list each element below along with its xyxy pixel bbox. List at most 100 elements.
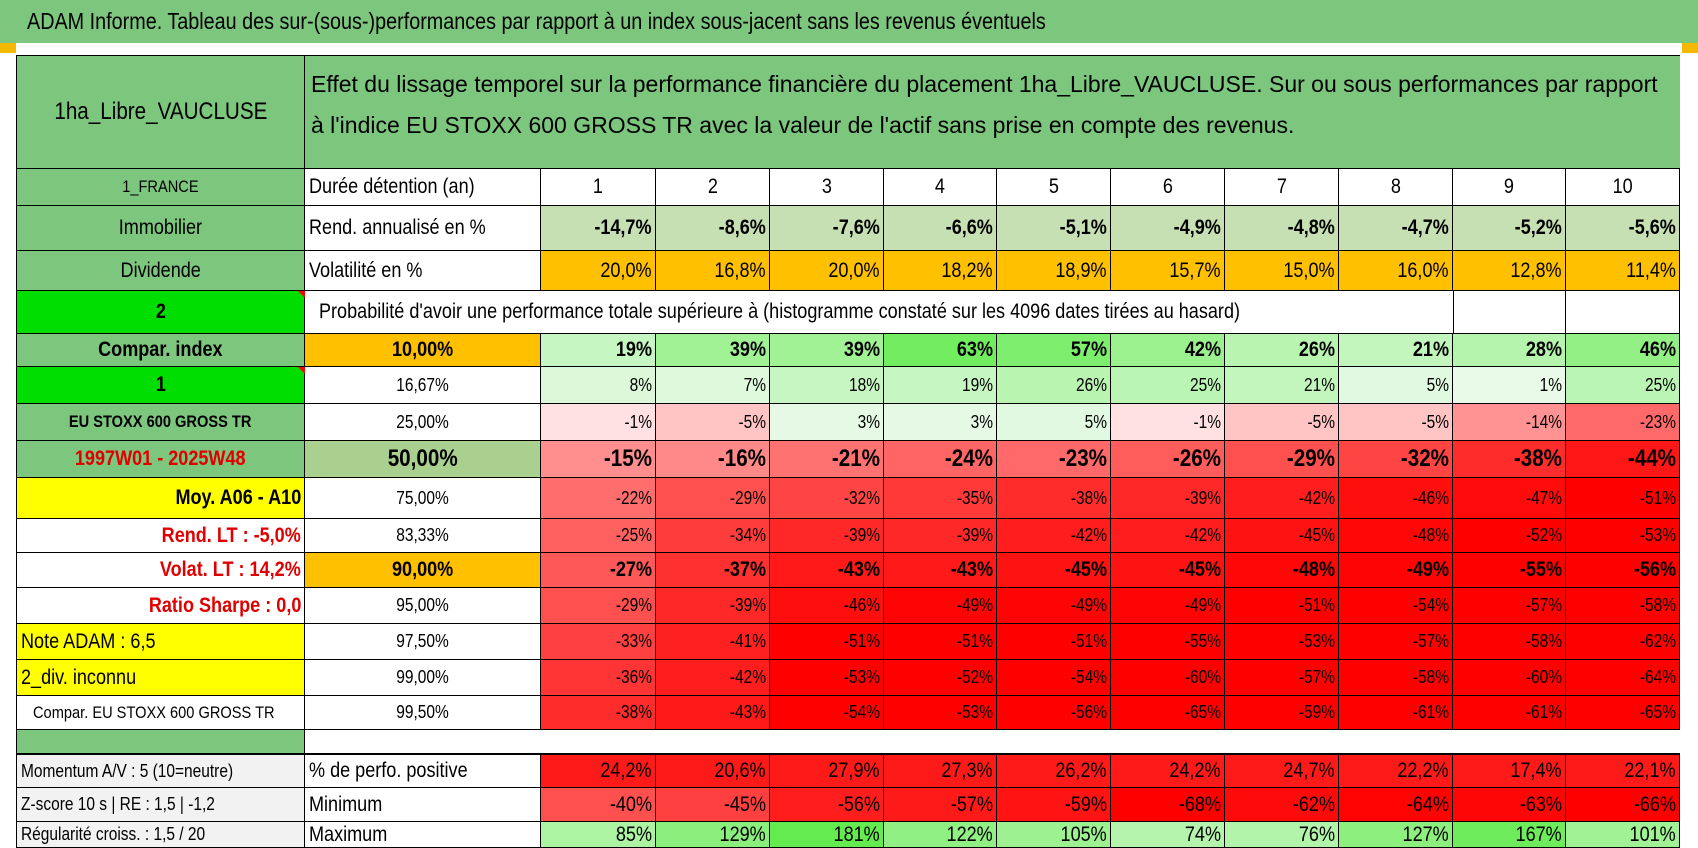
quantile-value-text: -54% [843,702,880,722]
rend-value-text: -6,6% [945,216,993,239]
quantile-value: 19% [541,334,656,367]
quantile-value-text: -5% [1421,411,1449,432]
quantile-label-text: 95,00% [396,595,449,615]
min-row-label-text: Minimum [309,792,383,816]
rend-value-text: -5,1% [1059,216,1107,239]
quantile-value: 8% [541,367,656,404]
year-header-4-text: 4 [934,175,946,198]
quantile-label-text: 10,00% [391,338,454,361]
quantile-value: -46% [1339,478,1453,519]
max-left-label: Régularité croiss. : 1,5 / 20 [16,822,305,848]
quantile-value: -22% [541,478,656,519]
empty-cell [1453,291,1566,334]
quantile-value: -64% [1566,660,1680,696]
min-row-label: Minimum [305,788,541,822]
compar-eu-label: Compar. EU STOXX 600 GROSS TR [16,696,305,730]
quantile-value-text: 18% [849,374,880,395]
min-value: -64% [1339,788,1453,822]
quantile-label-text: 50,00% [387,445,458,472]
vol-value: 12,8% [1453,251,1566,291]
quantile-value-text: -32% [1400,445,1449,472]
quantile-label-text: 99,00% [396,667,449,687]
selector-1-text: 2 [155,300,166,323]
quantile-value: -16% [656,441,770,478]
quantile-value-text: -56% [1070,702,1107,722]
quantile-value-text: -21% [831,445,880,472]
pos-value-text: 20,6% [714,759,766,782]
pos-value: 24,2% [1111,754,1225,788]
quantile-value: -29% [541,588,656,624]
quantile-value-text: -58% [1412,667,1449,687]
quantile-value: 5% [997,404,1111,441]
quantile-value-text: -51% [1298,595,1335,615]
quantile-value-text: -47% [1525,487,1562,508]
rend-value-text: -5,6% [1628,216,1676,239]
selector-2-text: 1 [155,373,166,396]
quantile-value-text: 5% [1426,374,1449,395]
quantile-value-text: -51% [1639,487,1676,508]
quantile-value-text: -51% [843,631,880,651]
quantile-value-text: 19% [962,374,993,395]
pos-value: 24,7% [1225,754,1339,788]
quantile-value-text: -42% [1184,525,1221,545]
quantile-label: 95,00% [305,588,541,624]
quantile-value-text: -57% [1298,667,1335,687]
vol-value-text: 20,0% [828,258,880,282]
quantile-value: -49% [1111,588,1225,624]
min-left-label: Z-score 10 s | RE : 1,5 | -1,2 [16,788,305,822]
quantile-value-text: -51% [956,631,993,651]
quantile-value-text: -1% [624,411,652,432]
quantile-value: 3% [770,404,884,441]
quantile-value: -61% [1339,696,1453,730]
year-header-4: 4 [884,169,997,206]
rend-value-text: -4,7% [1401,216,1449,239]
quantile-value: -1% [1111,404,1225,441]
ratio-sharpe-label: Ratio Sharpe : 0,0 [16,588,305,624]
quantile-value-text: -57% [1412,631,1449,651]
quantile-value: -42% [1225,478,1339,519]
rend-value: -6,6% [884,206,997,251]
quantile-value-text: 26% [1076,374,1107,395]
quantile-value-text: -48% [1292,558,1335,581]
quantile-value: -51% [997,624,1111,660]
year-header-5: 5 [997,169,1111,206]
year-header-7-text: 7 [1276,175,1287,198]
quantile-value-text: -39% [729,595,766,615]
quantile-value: 39% [656,334,770,367]
quantile-value-text: -32% [843,487,880,508]
quantile-value-text: -27% [609,558,652,581]
quantile-value: 26% [997,367,1111,404]
quantile-value-text: 8% [629,374,652,395]
quantile-value-text: 21% [1412,338,1449,361]
quantile-value-text: -58% [1639,595,1676,615]
left-corner-marker [0,43,16,53]
year-header-9: 9 [1453,169,1566,206]
selector-1-marker [298,291,305,298]
quantile-value-text: -53% [843,667,880,687]
quantile-value: -42% [656,660,770,696]
vol-value-text: 11,4% [1626,258,1676,282]
quantile-value: -53% [770,660,884,696]
year-header-10-text: 10 [1612,175,1633,198]
quantile-value: -49% [884,588,997,624]
quantile-label: 10,00% [305,334,541,367]
quantile-value-text: -49% [1184,595,1221,615]
compar-index-label-text: Compar. index [98,338,223,361]
quantile-value-text: 25% [1645,374,1676,395]
quantile-value: -41% [656,624,770,660]
note-adam-label: Note ADAM : 6,5 [16,624,305,660]
quantile-value: -27% [541,553,656,588]
quantile-value-text: -64% [1639,667,1676,687]
max-value-text: 122% [946,822,993,846]
performance-table: 1ha_Libre_VAUCLUSE Effet du lissage tempo… [16,55,1680,848]
vol-value: 11,4% [1566,251,1680,291]
rend-value: -4,8% [1225,206,1339,251]
quantile-value: -56% [997,696,1111,730]
placement-description-text: Effet du lissage temporel sur la perform… [311,71,1658,138]
min-left-label-text: Z-score 10 s | RE : 1,5 | -1,2 [21,794,215,814]
quantile-value: -42% [997,519,1111,553]
quantile-value-text: -51% [1070,631,1107,651]
quantile-value: -59% [1225,696,1339,730]
min-value-text: -62% [1292,792,1335,816]
probability-label: Probabilité d'avoir une performance tota… [305,291,1453,334]
